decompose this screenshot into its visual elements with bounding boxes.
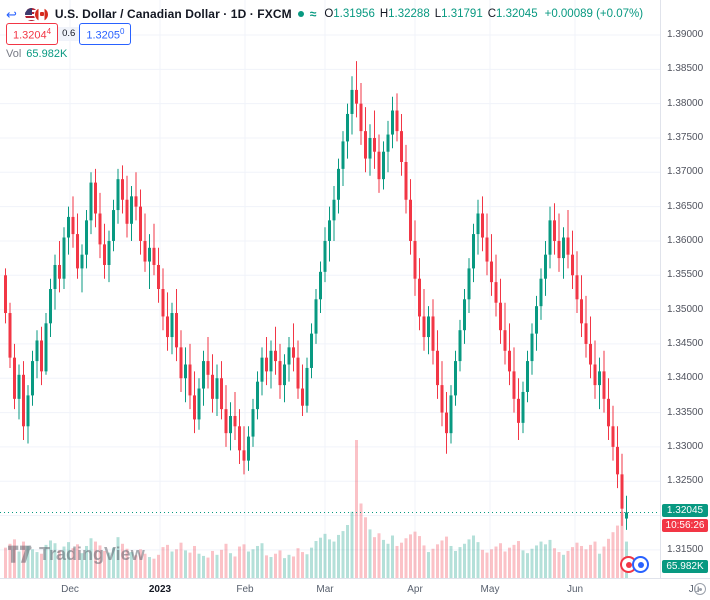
low-label: L [434, 8, 442, 20]
tradingview-logo[interactable]: TradingView [8, 544, 145, 565]
economic-event-icon[interactable] [632, 556, 649, 573]
price-axis-label: 1.35500 [667, 269, 704, 281]
symbol-title[interactable]: U.S. Dollar / Canadian Dollar · 1D · FXC… [54, 7, 292, 21]
bar-countdown-label: 10:56:26 [662, 519, 708, 533]
price-axis-label: 1.37000 [667, 166, 704, 178]
high-label: H [379, 8, 389, 20]
close-label: C [487, 8, 497, 20]
ohlc-values: O1.31956 H1.32288 L1.31791 C1.32045 +0.0… [324, 8, 643, 20]
buy-ask-button[interactable]: 1.32050 [79, 23, 132, 45]
change-value: +0.00089 (+0.07%) [544, 8, 644, 20]
back-arrow-icon[interactable]: ↩ [6, 6, 17, 22]
low-value: 1.31791 [441, 8, 483, 20]
price-axis-label: 1.38500 [667, 63, 704, 75]
delayed-data-icon: ≈ [309, 7, 317, 21]
price-axis-label: 1.36000 [667, 234, 704, 246]
event-icons [620, 556, 649, 573]
time-axis-label: May [480, 584, 500, 595]
timezone-clock-icon[interactable] [694, 583, 706, 595]
volume-axis-label: 65.982K [662, 560, 708, 573]
price-axis-label: 1.38000 [667, 97, 704, 109]
bid-ask-row: 1.32044 0.6 1.32050 [6, 23, 643, 45]
price-axis-label: 1.35000 [667, 303, 704, 315]
price-axis[interactable]: 1.39000 1.38500 1.38000 1.37500 1.37000 1.365… [660, 0, 710, 578]
time-axis-label: 2023 [148, 584, 172, 595]
price-axis-label: 1.34500 [667, 337, 704, 349]
price-axis-label: 1.34000 [667, 372, 704, 384]
tradingview-logo-text: TradingView [39, 544, 145, 564]
symbol-row: ↩ U.S. Dollar / Canadian Dollar · 1D · F… [6, 4, 643, 24]
time-axis-label: Feb [236, 584, 254, 595]
market-status-dot-icon [297, 11, 304, 17]
price-axis-label: 1.36500 [667, 200, 704, 212]
last-price-label: 1.32045 [662, 504, 708, 518]
time-axis[interactable]: Dec 2023 Feb Mar Apr May Jun Ju [0, 578, 710, 600]
price-axis-label: 1.31500 [667, 543, 704, 555]
volume-label: Vol [6, 48, 22, 60]
price-axis-label: 1.32500 [667, 475, 704, 487]
symbol-flags [23, 6, 49, 22]
time-axis-label: Mar [316, 584, 334, 595]
price-axis-label: 1.39000 [667, 29, 704, 40]
volume-row: Vol 65.982K [6, 44, 643, 64]
close-value: 1.32045 [496, 8, 538, 20]
chart-canvas[interactable] [0, 0, 660, 578]
price-axis-label: 1.33000 [667, 440, 704, 452]
price-axis-label: 1.37500 [667, 131, 704, 143]
time-axis-label: Jun [566, 584, 584, 595]
chart-legend: ↩ U.S. Dollar / Canadian Dollar · 1D · F… [6, 4, 643, 64]
spread-value: 0.6 [58, 27, 80, 41]
price-axis-label: 1.33500 [667, 406, 704, 418]
sell-bid-button[interactable]: 1.32044 [6, 23, 59, 45]
volume-value: 65.982K [26, 48, 68, 60]
high-value: 1.32288 [388, 8, 430, 20]
open-label: O [324, 8, 334, 20]
time-axis-label: Apr [407, 584, 423, 595]
time-axis-label: Dec [61, 584, 79, 595]
open-value: 1.31956 [333, 8, 375, 20]
tradingview-logo-icon [8, 545, 32, 563]
ca-flag-icon [33, 6, 49, 22]
